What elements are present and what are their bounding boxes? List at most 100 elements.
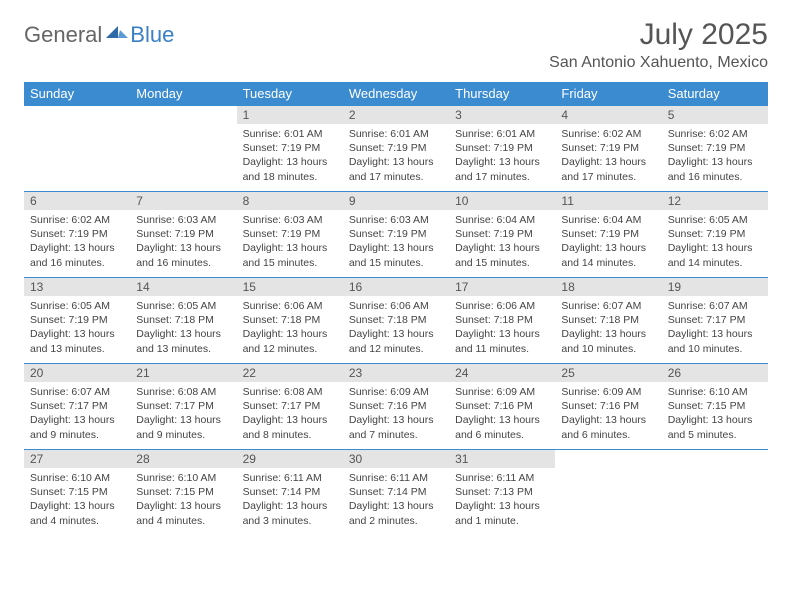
calendar-cell: 7Sunrise: 6:03 AMSunset: 7:19 PMDaylight… bbox=[130, 192, 236, 278]
calendar-cell: 5Sunrise: 6:02 AMSunset: 7:19 PMDaylight… bbox=[662, 106, 768, 192]
day-details: Sunrise: 6:10 AMSunset: 7:15 PMDaylight:… bbox=[24, 468, 130, 532]
calendar-cell: 15Sunrise: 6:06 AMSunset: 7:18 PMDayligh… bbox=[237, 278, 343, 364]
day-details: Sunrise: 6:10 AMSunset: 7:15 PMDaylight:… bbox=[662, 382, 768, 446]
day-number: 2 bbox=[343, 106, 449, 124]
weekday-header: Sunday bbox=[24, 82, 130, 106]
day-details: Sunrise: 6:11 AMSunset: 7:14 PMDaylight:… bbox=[237, 468, 343, 532]
calendar-body: 1 Sunrise: 6:01 AMSunset: 7:19 PMDaylight… bbox=[24, 106, 768, 536]
brand-part2: Blue bbox=[130, 22, 174, 48]
day-number: 22 bbox=[237, 364, 343, 382]
day-details: Sunrise: 6:11 AMSunset: 7:14 PMDaylight:… bbox=[343, 468, 449, 532]
day-number: 18 bbox=[555, 278, 661, 296]
day-number: 25 bbox=[555, 364, 661, 382]
calendar-cell: 10Sunrise: 6:04 AMSunset: 7:19 PMDayligh… bbox=[449, 192, 555, 278]
day-details: Sunrise: 6:04 AMSunset: 7:19 PMDaylight:… bbox=[449, 210, 555, 274]
day-number: 30 bbox=[343, 450, 449, 468]
calendar-cell: 6Sunrise: 6:02 AMSunset: 7:19 PMDaylight… bbox=[24, 192, 130, 278]
day-details: Sunrise: 6:03 AMSunset: 7:19 PMDaylight:… bbox=[343, 210, 449, 274]
calendar-cell: 29Sunrise: 6:11 AMSunset: 7:14 PMDayligh… bbox=[237, 450, 343, 536]
day-number: 15 bbox=[237, 278, 343, 296]
calendar-cell: 24Sunrise: 6:09 AMSunset: 7:16 PMDayligh… bbox=[449, 364, 555, 450]
weekday-header: Saturday bbox=[662, 82, 768, 106]
day-number: 28 bbox=[130, 450, 236, 468]
day-number: 23 bbox=[343, 364, 449, 382]
day-details: Sunrise: 6:04 AMSunset: 7:19 PMDaylight:… bbox=[555, 210, 661, 274]
day-details: Sunrise: 6:02 AMSunset: 7:19 PMDaylight:… bbox=[555, 124, 661, 188]
calendar-cell: 2Sunrise: 6:01 AMSunset: 7:19 PMDaylight… bbox=[343, 106, 449, 192]
weekday-header: Tuesday bbox=[237, 82, 343, 106]
day-number: 17 bbox=[449, 278, 555, 296]
day-number: 3 bbox=[449, 106, 555, 124]
day-number: 13 bbox=[24, 278, 130, 296]
location: San Antonio Xahuento, Mexico bbox=[549, 54, 768, 72]
day-details: Sunrise: 6:06 AMSunset: 7:18 PMDaylight:… bbox=[343, 296, 449, 360]
calendar-cell: 27Sunrise: 6:10 AMSunset: 7:15 PMDayligh… bbox=[24, 450, 130, 536]
day-details: Sunrise: 6:05 AMSunset: 7:19 PMDaylight:… bbox=[24, 296, 130, 360]
logo-icon bbox=[106, 22, 128, 48]
day-details: Sunrise: 6:08 AMSunset: 7:17 PMDaylight:… bbox=[237, 382, 343, 446]
day-details: Sunrise: 6:03 AMSunset: 7:19 PMDaylight:… bbox=[237, 210, 343, 274]
day-number: 21 bbox=[130, 364, 236, 382]
day-details: Sunrise: 6:03 AMSunset: 7:19 PMDaylight:… bbox=[130, 210, 236, 274]
day-number: 29 bbox=[237, 450, 343, 468]
day-number: 31 bbox=[449, 450, 555, 468]
calendar-cell: 21Sunrise: 6:08 AMSunset: 7:17 PMDayligh… bbox=[130, 364, 236, 450]
calendar-cell: 28Sunrise: 6:10 AMSunset: 7:15 PMDayligh… bbox=[130, 450, 236, 536]
day-number-empty bbox=[662, 450, 768, 468]
title-block: July 2025 San Antonio Xahuento, Mexico bbox=[549, 18, 768, 72]
day-number: 26 bbox=[662, 364, 768, 382]
day-number: 8 bbox=[237, 192, 343, 210]
day-number: 11 bbox=[555, 192, 661, 210]
day-details: Sunrise: 6:02 AMSunset: 7:19 PMDaylight:… bbox=[662, 124, 768, 188]
calendar-cell: 14Sunrise: 6:05 AMSunset: 7:18 PMDayligh… bbox=[130, 278, 236, 364]
day-details: Sunrise: 6:11 AMSunset: 7:13 PMDaylight:… bbox=[449, 468, 555, 532]
calendar-cell: 30Sunrise: 6:11 AMSunset: 7:14 PMDayligh… bbox=[343, 450, 449, 536]
header: General Blue July 2025 San Antonio Xahue… bbox=[24, 18, 768, 72]
day-number: 27 bbox=[24, 450, 130, 468]
weekday-header: Wednesday bbox=[343, 82, 449, 106]
calendar-cell: 18Sunrise: 6:07 AMSunset: 7:18 PMDayligh… bbox=[555, 278, 661, 364]
day-number: 19 bbox=[662, 278, 768, 296]
day-number: 7 bbox=[130, 192, 236, 210]
brand-part1: General bbox=[24, 22, 102, 48]
day-details: Sunrise: 6:05 AMSunset: 7:19 PMDaylight:… bbox=[662, 210, 768, 274]
day-number-empty bbox=[24, 106, 130, 124]
day-details: Sunrise: 6:09 AMSunset: 7:16 PMDaylight:… bbox=[555, 382, 661, 446]
day-number: 5 bbox=[662, 106, 768, 124]
weekday-header: Monday bbox=[130, 82, 236, 106]
day-number: 24 bbox=[449, 364, 555, 382]
calendar-cell: 22Sunrise: 6:08 AMSunset: 7:17 PMDayligh… bbox=[237, 364, 343, 450]
calendar-cell: 23Sunrise: 6:09 AMSunset: 7:16 PMDayligh… bbox=[343, 364, 449, 450]
day-details: Sunrise: 6:05 AMSunset: 7:18 PMDaylight:… bbox=[130, 296, 236, 360]
day-details: Sunrise: 6:02 AMSunset: 7:19 PMDaylight:… bbox=[24, 210, 130, 274]
day-number-empty bbox=[555, 450, 661, 468]
calendar-cell: 16Sunrise: 6:06 AMSunset: 7:18 PMDayligh… bbox=[343, 278, 449, 364]
day-details: Sunrise: 6:07 AMSunset: 7:17 PMDaylight:… bbox=[662, 296, 768, 360]
calendar-cell bbox=[555, 450, 661, 536]
calendar-cell: 31Sunrise: 6:11 AMSunset: 7:13 PMDayligh… bbox=[449, 450, 555, 536]
day-number: 12 bbox=[662, 192, 768, 210]
day-number: 14 bbox=[130, 278, 236, 296]
day-details: Sunrise: 6:06 AMSunset: 7:18 PMDaylight:… bbox=[237, 296, 343, 360]
calendar-cell: 9Sunrise: 6:03 AMSunset: 7:19 PMDaylight… bbox=[343, 192, 449, 278]
day-number: 20 bbox=[24, 364, 130, 382]
calendar-cell bbox=[130, 106, 236, 192]
calendar-cell bbox=[662, 450, 768, 536]
calendar-cell: 25Sunrise: 6:09 AMSunset: 7:16 PMDayligh… bbox=[555, 364, 661, 450]
day-details: Sunrise: 6:10 AMSunset: 7:15 PMDaylight:… bbox=[130, 468, 236, 532]
calendar-cell: 11Sunrise: 6:04 AMSunset: 7:19 PMDayligh… bbox=[555, 192, 661, 278]
calendar-cell bbox=[24, 106, 130, 192]
calendar-cell: 19Sunrise: 6:07 AMSunset: 7:17 PMDayligh… bbox=[662, 278, 768, 364]
calendar-cell: 17Sunrise: 6:06 AMSunset: 7:18 PMDayligh… bbox=[449, 278, 555, 364]
calendar-cell: 26Sunrise: 6:10 AMSunset: 7:15 PMDayligh… bbox=[662, 364, 768, 450]
day-number-empty bbox=[130, 106, 236, 124]
day-details: Sunrise: 6:09 AMSunset: 7:16 PMDaylight:… bbox=[449, 382, 555, 446]
weekday-header: Thursday bbox=[449, 82, 555, 106]
day-details: Sunrise: 6:01 AMSunset: 7:19 PMDaylight:… bbox=[449, 124, 555, 188]
day-number: 16 bbox=[343, 278, 449, 296]
weekday-header: Friday bbox=[555, 82, 661, 106]
calendar-cell: 1Sunrise: 6:01 AMSunset: 7:19 PMDaylight… bbox=[237, 106, 343, 192]
calendar-cell: 13Sunrise: 6:05 AMSunset: 7:19 PMDayligh… bbox=[24, 278, 130, 364]
day-number: 1 bbox=[237, 106, 343, 124]
calendar-cell: 4Sunrise: 6:02 AMSunset: 7:19 PMDaylight… bbox=[555, 106, 661, 192]
